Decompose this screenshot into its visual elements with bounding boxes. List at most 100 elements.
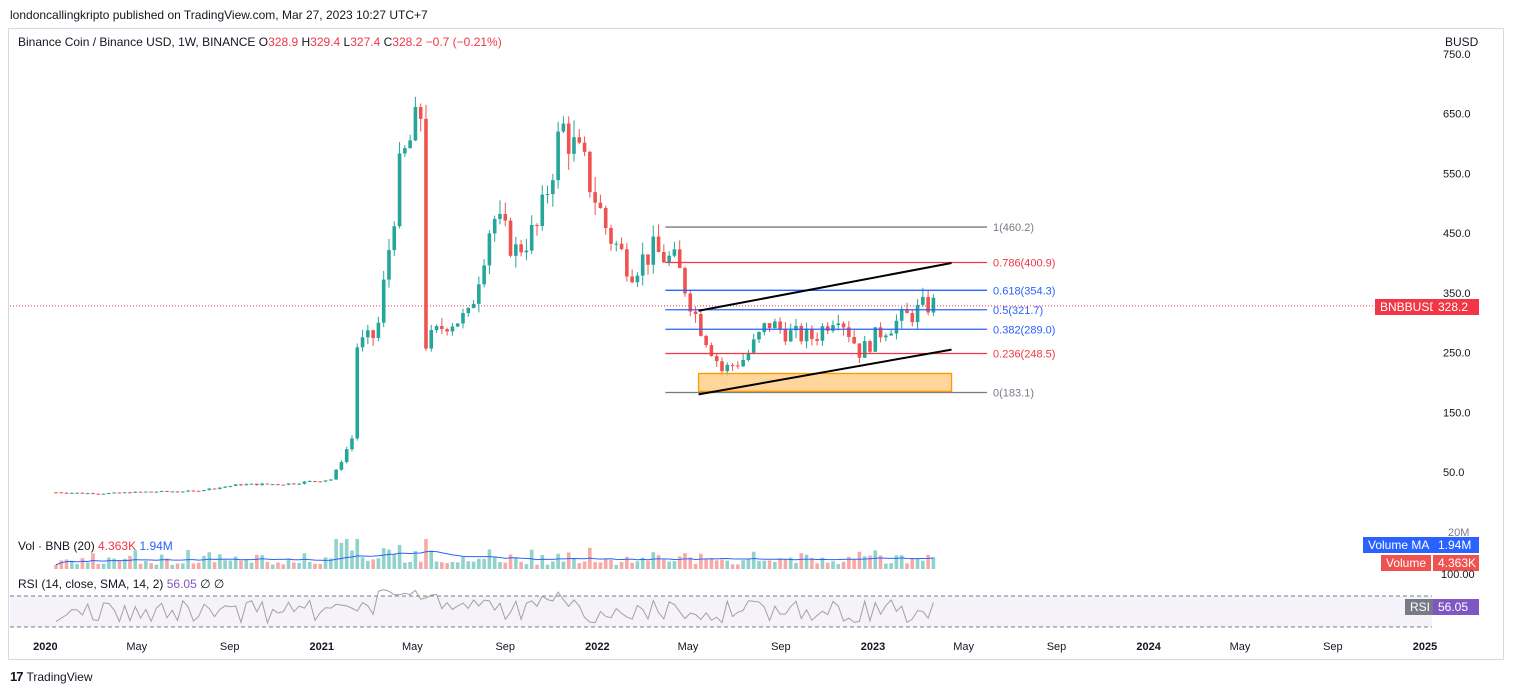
volume-bar bbox=[96, 563, 101, 569]
volume-bar bbox=[270, 564, 275, 569]
candle-body bbox=[249, 483, 254, 485]
volume-bar bbox=[714, 560, 719, 569]
candle-body bbox=[228, 485, 233, 487]
rsi-band bbox=[10, 596, 1432, 627]
volume-bar bbox=[144, 561, 148, 569]
symbol-price-badge: BNBBUSD bbox=[1375, 299, 1444, 315]
volume-bar bbox=[64, 559, 69, 569]
candle-body bbox=[677, 249, 682, 268]
candle-body bbox=[810, 328, 814, 340]
volume-bar bbox=[117, 561, 122, 569]
volume-bar bbox=[884, 563, 888, 569]
candle-body bbox=[582, 142, 587, 152]
candle-body bbox=[614, 243, 619, 245]
candle-body bbox=[223, 486, 227, 488]
candle-body bbox=[487, 233, 492, 266]
publish-header-text: londoncallingkripto published on Trading… bbox=[10, 8, 428, 22]
fib-level-label: 0.382(289.0) bbox=[993, 324, 1055, 336]
candle-body bbox=[651, 236, 656, 265]
volume-bar bbox=[329, 558, 333, 569]
candle-body bbox=[825, 326, 830, 331]
volume-bar bbox=[926, 554, 930, 569]
candle-body bbox=[736, 365, 740, 367]
volume-bar bbox=[630, 562, 634, 569]
volume-bar bbox=[598, 562, 603, 569]
candle-body bbox=[75, 492, 79, 494]
candle-body bbox=[270, 484, 275, 486]
volume-bar bbox=[175, 563, 180, 569]
close-value: 328.2 bbox=[392, 35, 423, 49]
volume-bar bbox=[80, 558, 85, 569]
candle-body bbox=[577, 137, 582, 143]
volume-axis-top: 20M bbox=[1448, 527, 1470, 539]
candle-body bbox=[255, 483, 259, 486]
candle-body bbox=[233, 484, 238, 486]
price-tick-label: 450.0 bbox=[1443, 228, 1471, 240]
volume-bar bbox=[762, 560, 767, 569]
candle-body bbox=[144, 491, 148, 493]
volume-bar bbox=[577, 563, 582, 569]
candle-body bbox=[931, 297, 936, 313]
candle-body bbox=[804, 328, 809, 342]
candle-body bbox=[730, 364, 735, 366]
candle-body bbox=[820, 326, 825, 341]
volume-bar bbox=[223, 560, 227, 569]
fib-level-label: 0.5(321.7) bbox=[993, 305, 1043, 317]
candle-body bbox=[350, 438, 354, 450]
candle-body bbox=[709, 345, 714, 357]
candle-body bbox=[566, 123, 571, 154]
volume-bar bbox=[656, 555, 661, 569]
price-tick-label: 550.0 bbox=[1443, 168, 1471, 180]
candle-body bbox=[905, 309, 909, 314]
chart-frame bbox=[8, 28, 1504, 660]
volume-bar bbox=[70, 560, 74, 569]
volume-bar bbox=[212, 562, 217, 569]
volume-bar bbox=[593, 562, 597, 569]
volume-bar bbox=[434, 561, 439, 569]
candle-body bbox=[112, 492, 116, 494]
candle-body bbox=[471, 303, 476, 309]
volume-bar bbox=[128, 555, 132, 569]
candle-body bbox=[926, 296, 930, 313]
candle-body bbox=[302, 481, 307, 484]
candle-body bbox=[757, 332, 761, 340]
rsi-line bbox=[55, 589, 934, 625]
candle-body bbox=[551, 180, 555, 195]
time-tick-label: 2025 bbox=[1413, 641, 1437, 653]
volume-bar bbox=[773, 561, 777, 569]
candle-body bbox=[418, 107, 423, 119]
candle-body bbox=[355, 347, 360, 439]
candle-body bbox=[778, 321, 782, 329]
candle-body bbox=[70, 492, 74, 494]
candle-body bbox=[339, 462, 344, 470]
candle-body bbox=[815, 339, 819, 341]
volume-bar bbox=[170, 564, 175, 569]
volume-bar bbox=[783, 559, 788, 569]
time-tick-label: 2020 bbox=[33, 641, 57, 653]
price-tick-label: 50.0 bbox=[1443, 467, 1464, 479]
candle-body bbox=[788, 330, 793, 342]
volume-bar bbox=[239, 560, 243, 569]
volume-ma-badge: Volume MA bbox=[1363, 537, 1435, 553]
candle-body bbox=[202, 490, 206, 492]
candle-body bbox=[640, 254, 645, 276]
candle-body bbox=[894, 320, 899, 334]
volume-bar bbox=[767, 560, 772, 569]
volume-bar bbox=[492, 556, 497, 569]
candle-body bbox=[191, 490, 196, 492]
candle-body bbox=[360, 337, 365, 348]
volume-bar bbox=[677, 556, 682, 569]
candle-body bbox=[445, 329, 449, 332]
time-tick-label: Sep bbox=[220, 641, 240, 653]
volume-bar bbox=[101, 563, 106, 569]
volume-bar bbox=[318, 563, 323, 569]
candle-body bbox=[286, 483, 291, 485]
volume-ma-badge-number: 1.94M bbox=[1438, 538, 1472, 552]
volume-bar bbox=[905, 563, 909, 569]
rsi-value: 56.05 bbox=[166, 577, 197, 591]
candle-body bbox=[635, 275, 640, 283]
volume-bar bbox=[366, 560, 370, 569]
candle-body bbox=[878, 327, 883, 338]
volume-bar bbox=[519, 561, 523, 569]
